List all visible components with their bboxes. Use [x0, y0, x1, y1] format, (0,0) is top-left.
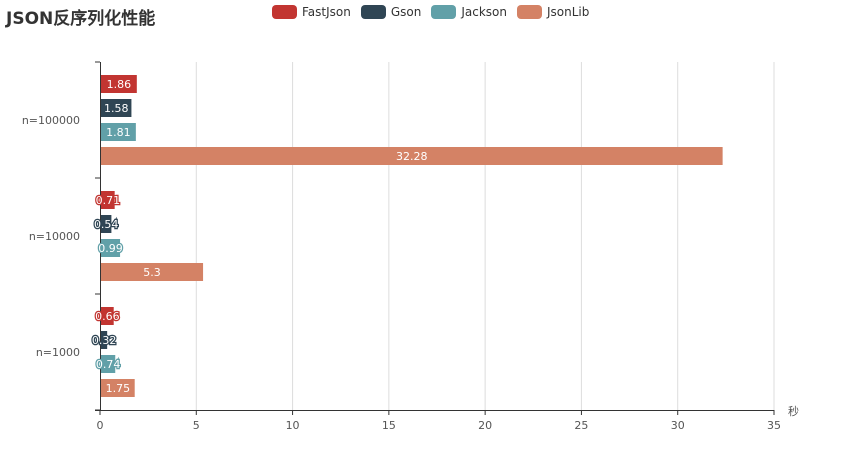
bar-value-label: 1.86 [107, 78, 132, 91]
bar-value-label: 32.28 [396, 150, 428, 163]
bar-value-label: 0.71 [96, 194, 121, 207]
bar-value-label: 0.99 [98, 242, 123, 255]
bar-jackson[interactable] [101, 123, 136, 141]
legend-label: Gson [390, 5, 422, 19]
x-tick-label: 25 [574, 419, 588, 432]
bar-value-label: 0.32 [92, 334, 117, 347]
legend-item-fastjson[interactable]: FastJson [272, 5, 351, 19]
y-category-label: n=1000 [36, 346, 80, 359]
bar-value-label: 1.81 [106, 126, 131, 139]
bar-jackson[interactable] [101, 355, 116, 373]
legend-item-jsonlib[interactable]: JsonLib [517, 5, 589, 19]
x-tick-label: 10 [286, 419, 300, 432]
y-category-label: n=10000 [29, 230, 80, 243]
legend: FastJson Gson Jackson JsonLib [272, 5, 599, 19]
legend-swatch-icon [272, 5, 297, 19]
bar-value-label: 0.54 [94, 218, 119, 231]
legend-item-gson[interactable]: Gson [360, 5, 422, 19]
x-tick-label: 0 [97, 419, 104, 432]
x-tick-label: 15 [382, 419, 396, 432]
legend-swatch-icon [431, 5, 457, 19]
bar-value-label: 0.66 [95, 310, 120, 323]
y-category-label: n=100000 [22, 114, 80, 127]
x-tick-label: 30 [671, 419, 685, 432]
legend-item-jackson[interactable]: Jackson [431, 5, 507, 19]
bar-jackson[interactable] [101, 239, 121, 257]
x-axis-unit: 秒 [788, 404, 799, 418]
chart-title: JSON反序列化性能 [6, 9, 156, 29]
bar-jsonlib[interactable] [101, 147, 723, 165]
bar-value-label: 1.75 [106, 382, 131, 395]
x-tick-label: 20 [478, 419, 492, 432]
bar-gson[interactable] [101, 99, 132, 117]
bar-value-label: 5.3 [143, 266, 161, 279]
legend-label: FastJson [302, 5, 351, 19]
bar-fastjson[interactable] [101, 307, 114, 325]
bar-fastjson[interactable] [101, 191, 115, 209]
bar-gson[interactable] [101, 331, 108, 349]
bar-jsonlib[interactable] [101, 263, 204, 281]
legend-swatch-icon [360, 5, 386, 19]
bar-gson[interactable] [101, 215, 112, 233]
legend-swatch-icon [517, 5, 542, 19]
x-tick-label: 35 [767, 419, 781, 432]
bar-value-label: 0.74 [96, 358, 121, 371]
bar-fastjson[interactable] [101, 75, 137, 93]
x-tick-label: 5 [193, 419, 200, 432]
bar-jsonlib[interactable] [101, 379, 135, 397]
bar-value-label: 1.58 [104, 102, 129, 115]
legend-label: JsonLib [547, 5, 590, 19]
legend-label: Jackson [461, 5, 507, 19]
